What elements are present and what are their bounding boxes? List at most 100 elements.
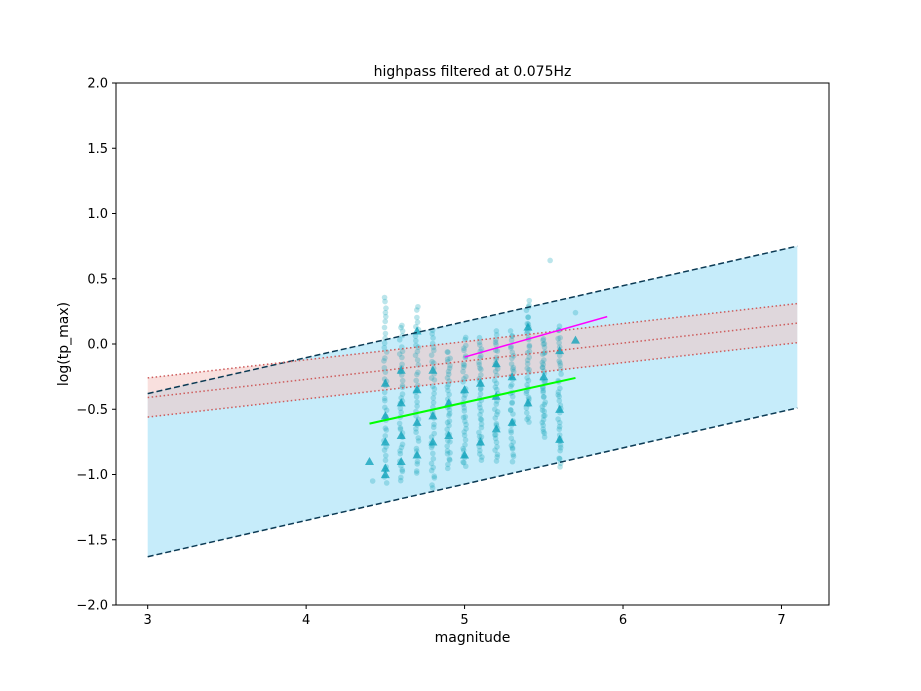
data-point-circle <box>430 399 437 406</box>
data-point-circle <box>381 447 388 453</box>
data-point-circle <box>525 369 532 376</box>
chart-title: highpass filtered at 0.075Hz <box>374 64 572 80</box>
data-point-circle <box>556 426 563 433</box>
data-point-circle <box>382 298 388 305</box>
data-point-circle <box>492 432 498 438</box>
data-point-circle <box>461 429 468 435</box>
data-point-circle <box>446 418 453 424</box>
data-point-circle <box>461 432 468 439</box>
data-point-circle <box>382 318 389 325</box>
data-point-circle <box>398 409 404 416</box>
data-point-circle <box>398 395 404 401</box>
data-point-circle <box>396 351 403 357</box>
data-point-circle <box>446 457 453 463</box>
x-tick-label: 6 <box>619 613 627 628</box>
data-point-circle <box>494 454 500 460</box>
data-point-circle <box>397 477 404 484</box>
data-point-circle <box>477 386 484 393</box>
data-point-circle <box>556 393 563 400</box>
data-point-circle <box>463 421 469 428</box>
red-band <box>147 303 798 418</box>
data-point-circle <box>462 418 468 425</box>
lower-dashed-line <box>147 407 798 558</box>
dotted-line-upper <box>147 302 798 379</box>
data-point-circle <box>492 339 499 346</box>
data-point-circle <box>445 349 451 355</box>
data-point-triangle <box>555 434 565 443</box>
data-point-circle <box>431 473 438 480</box>
data-point-circle <box>478 421 485 427</box>
data-point-circle <box>508 383 514 390</box>
data-point-triangle <box>428 411 438 420</box>
data-point-circle <box>572 309 579 316</box>
data-point-circle <box>415 369 421 376</box>
data-point-circle <box>509 349 516 356</box>
data-point-circle <box>428 444 435 451</box>
data-point-circle <box>494 348 501 354</box>
y-tick-label: 0.0 <box>87 338 108 353</box>
data-point-triangle <box>539 372 549 381</box>
y-tick-label: 1.5 <box>87 142 108 157</box>
data-point-circle <box>510 439 516 445</box>
data-point-circle <box>556 456 563 462</box>
magenta-fit-line <box>464 315 608 358</box>
data-point-circle <box>460 445 466 452</box>
data-point-circle <box>444 448 451 454</box>
data-point-circle <box>397 426 404 433</box>
data-point-circle <box>397 405 404 412</box>
dotted-line-center <box>147 322 798 399</box>
data-point-circle <box>509 333 515 339</box>
data-point-circle <box>524 416 530 423</box>
data-point-circle <box>547 257 553 264</box>
data-point-circle <box>430 395 437 401</box>
data-point-circle <box>413 307 420 313</box>
data-point-circle <box>447 450 453 456</box>
data-point-circle <box>510 366 516 373</box>
data-point-circle <box>555 389 562 395</box>
data-point-circle <box>397 425 404 431</box>
data-point-circle <box>396 420 403 427</box>
data-point-circle <box>523 410 530 416</box>
data-point-circle <box>508 429 515 436</box>
data-point-circle <box>399 348 406 355</box>
data-point-circle <box>446 410 453 417</box>
data-point-circle <box>382 457 389 464</box>
data-point-circle <box>510 411 516 417</box>
data-point-circle <box>509 355 515 362</box>
data-point-circle <box>399 468 406 475</box>
data-point-circle <box>398 474 404 481</box>
data-point-circle <box>477 385 484 392</box>
data-point-circle <box>462 437 469 443</box>
data-point-circle <box>526 348 533 355</box>
data-point-circle <box>556 455 562 462</box>
data-point-circle <box>430 335 436 341</box>
data-point-circle <box>557 442 564 448</box>
data-point-circle <box>460 364 467 371</box>
data-point-circle <box>430 450 436 457</box>
data-point-circle <box>430 464 437 471</box>
data-point-circle <box>381 324 388 331</box>
data-point-circle <box>461 375 467 382</box>
data-point-circle <box>382 425 389 431</box>
data-point-circle <box>556 397 563 404</box>
data-point-circle <box>541 408 548 415</box>
data-point-circle <box>413 425 419 432</box>
data-point-circle <box>415 362 422 368</box>
data-point-circle <box>541 430 548 437</box>
data-point-circle <box>478 457 485 463</box>
data-point-circle <box>509 381 515 388</box>
data-point-circle <box>493 420 500 427</box>
data-point-circle <box>446 407 453 413</box>
data-point-circle <box>430 344 437 351</box>
data-point-circle <box>476 334 483 341</box>
data-point-circle <box>540 426 546 432</box>
data-point-circle <box>461 408 468 414</box>
lines-layer <box>147 245 798 558</box>
data-point-circle <box>399 361 405 368</box>
data-point-circle <box>507 328 514 334</box>
data-point-circle <box>381 364 388 371</box>
data-point-circle <box>494 365 501 372</box>
data-point-circle <box>431 347 437 354</box>
data-point-circle <box>444 465 451 472</box>
data-point-triangle <box>460 450 470 459</box>
